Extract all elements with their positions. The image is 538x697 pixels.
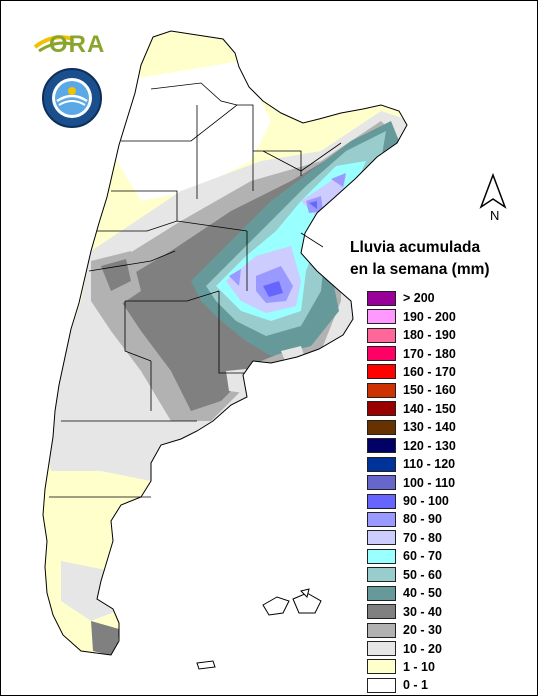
legend-item: 70 - 80 bbox=[367, 529, 527, 547]
legend-label: 180 - 190 bbox=[403, 328, 456, 343]
legend-item: 170 - 180 bbox=[367, 344, 527, 362]
legend-swatch bbox=[367, 530, 396, 546]
legend-item: 150 - 160 bbox=[367, 381, 527, 399]
legend-item: 60 - 70 bbox=[367, 547, 527, 565]
legend-label: 30 - 40 bbox=[403, 604, 442, 619]
legend-swatch bbox=[367, 659, 396, 675]
tierra-del-fuego bbox=[196, 660, 216, 670]
legend-item: 20 - 30 bbox=[367, 621, 527, 639]
legend-label: 1 - 10 bbox=[403, 659, 435, 674]
legend-label: 190 - 200 bbox=[403, 309, 456, 324]
legend-label: 80 - 90 bbox=[403, 512, 442, 527]
legend-item: 160 - 170 bbox=[367, 363, 527, 381]
legend-title-line2: en la semana (mm) bbox=[350, 261, 490, 278]
legend-swatch bbox=[367, 641, 396, 657]
legend-label: 150 - 160 bbox=[403, 383, 456, 398]
legend-item: 100 - 110 bbox=[367, 473, 527, 491]
north-label: N bbox=[490, 208, 499, 223]
legend-swatch bbox=[367, 475, 396, 491]
legend-swatch bbox=[367, 327, 396, 343]
legend-item: 10 - 20 bbox=[367, 639, 527, 657]
legend-swatch bbox=[367, 364, 396, 380]
legend-label: 120 - 130 bbox=[403, 438, 456, 453]
legend-item: 80 - 90 bbox=[367, 510, 527, 528]
legend-swatch bbox=[367, 401, 396, 417]
legend-item: 50 - 60 bbox=[367, 566, 527, 584]
legend-item: > 200 bbox=[367, 289, 527, 307]
legend-swatch bbox=[367, 511, 396, 527]
legend-swatch bbox=[367, 567, 396, 583]
legend-swatch bbox=[367, 419, 396, 435]
legend-label: 0 - 1 bbox=[403, 678, 429, 693]
legend-label: 20 - 30 bbox=[403, 623, 442, 638]
legend-label: 70 - 80 bbox=[403, 530, 442, 545]
legend-title: Lluvia acumulada en la semana (mm) bbox=[350, 237, 530, 281]
legend-swatch bbox=[367, 548, 396, 564]
legend-item: 120 - 130 bbox=[367, 437, 527, 455]
legend-swatch bbox=[367, 585, 396, 601]
legend-swatch bbox=[367, 382, 396, 398]
north-arrow-icon: N bbox=[479, 173, 507, 223]
legend-swatch bbox=[367, 622, 396, 638]
legend-item: 140 - 150 bbox=[367, 400, 527, 418]
legend-swatch bbox=[367, 677, 396, 693]
legend-item: 40 - 50 bbox=[367, 584, 527, 602]
legend-label: 40 - 50 bbox=[403, 586, 442, 601]
legend-label: 130 - 140 bbox=[403, 420, 456, 435]
malvinas-islands bbox=[262, 588, 322, 616]
legend-swatch bbox=[367, 604, 396, 620]
legend-swatch bbox=[367, 493, 396, 509]
legend-label: 140 - 150 bbox=[403, 401, 456, 416]
legend-swatch bbox=[367, 456, 396, 472]
legend-label: 160 - 170 bbox=[403, 364, 456, 379]
legend-item: 130 - 140 bbox=[367, 418, 527, 436]
legend-label: 100 - 110 bbox=[403, 475, 456, 490]
smn-seal-logo bbox=[42, 68, 102, 128]
legend-title-line1: Lluvia acumulada bbox=[350, 239, 481, 256]
legend-item: 1 - 10 bbox=[367, 658, 527, 676]
legend-label: 60 - 70 bbox=[403, 549, 442, 564]
ora-logo-text: ORA bbox=[49, 31, 106, 58]
legend-item: 30 - 40 bbox=[367, 602, 527, 620]
legend: > 200 190 - 200 180 - 190 170 - 180 160 - 17… bbox=[367, 289, 527, 695]
legend-item: 0 - 1 bbox=[367, 676, 527, 694]
province-borders bbox=[49, 82, 342, 498]
legend-swatch bbox=[367, 438, 396, 454]
legend-label: 170 - 180 bbox=[403, 346, 456, 361]
legend-label: 50 - 60 bbox=[403, 567, 442, 582]
legend-item: 110 - 120 bbox=[367, 455, 527, 473]
legend-label: 110 - 120 bbox=[403, 457, 456, 472]
legend-item: 90 - 100 bbox=[367, 492, 527, 510]
legend-label: 10 - 20 bbox=[403, 641, 442, 656]
legend-label: 90 - 100 bbox=[403, 494, 449, 509]
legend-item: 190 - 200 bbox=[367, 307, 527, 325]
rainfall-shading bbox=[43, 61, 407, 655]
legend-swatch bbox=[367, 309, 396, 325]
ora-logo bbox=[33, 35, 76, 53]
legend-swatch bbox=[367, 346, 396, 362]
legend-swatch bbox=[367, 290, 396, 306]
legend-label: > 200 bbox=[403, 291, 435, 306]
legend-item: 180 - 190 bbox=[367, 326, 527, 344]
